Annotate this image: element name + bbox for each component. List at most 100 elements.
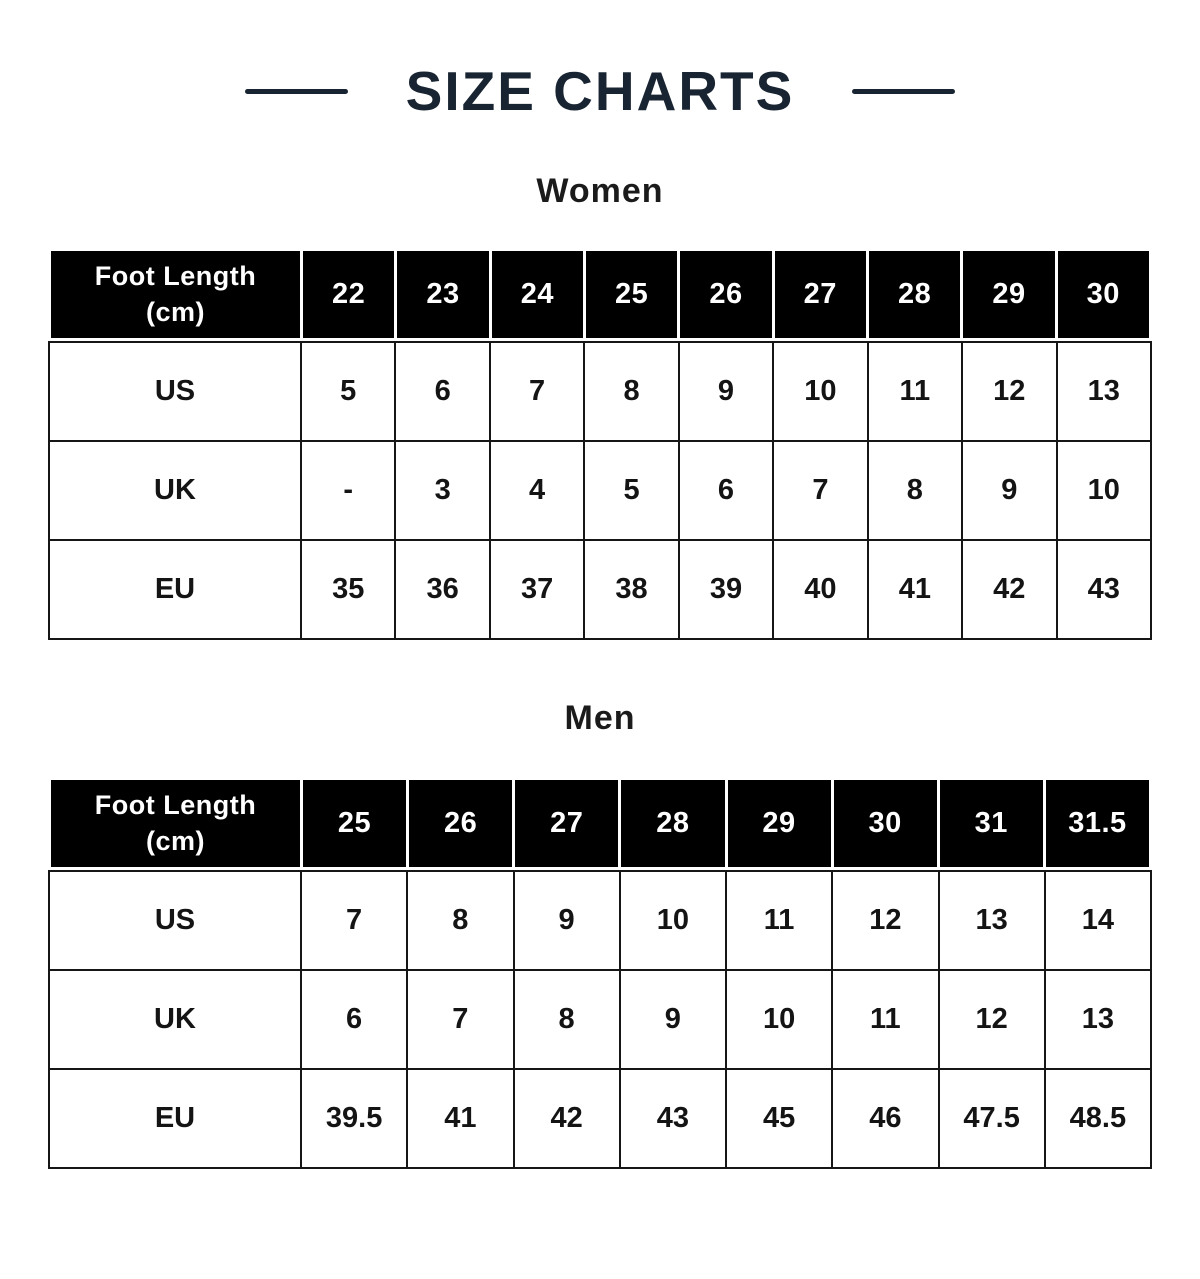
section-heading-men: Men	[564, 698, 636, 737]
size-value-cell: 42	[961, 538, 1058, 640]
size-col-header: 25	[299, 776, 410, 870]
size-value-cell: 9	[618, 968, 728, 1070]
size-value-cell: 9	[512, 869, 621, 971]
table-row: UK 6 7 8 9 10 11 12 13	[48, 968, 1153, 1070]
row-label-cell: UK	[48, 968, 302, 1070]
title-rule-right	[852, 89, 956, 94]
size-value-cell: 36	[394, 538, 491, 640]
size-value-cell: 11	[831, 968, 940, 1070]
size-col-header: 25	[582, 247, 681, 341]
row-label-cell: UK	[48, 439, 302, 541]
size-value-cell: 40	[772, 538, 869, 640]
size-value-cell: 14	[1043, 869, 1153, 971]
size-value-cell: 12	[937, 968, 1046, 1070]
size-value-cell: 8	[406, 869, 515, 971]
size-value-cell: 5	[583, 439, 680, 541]
table-row: US 5 6 7 8 9 10 11 12 13	[48, 340, 1152, 442]
size-col-header: 29	[724, 776, 834, 870]
size-value-cell: 39	[677, 538, 775, 640]
size-value-cell: 6	[299, 968, 409, 1070]
row-label-cell: EU	[48, 1067, 302, 1169]
size-col-header: 26	[677, 247, 775, 341]
section-heading-women: Women	[536, 172, 664, 210]
men-table-body: US 7 8 9 10 11 12 13 14 UK 6 7 8 9 10 11…	[48, 869, 1153, 1169]
size-value-cell: 41	[866, 538, 964, 640]
size-value-cell: 6	[677, 439, 775, 541]
page-title: SIZE CHARTS	[405, 60, 795, 122]
size-value-cell: 41	[406, 1067, 515, 1169]
size-value-cell: 42	[512, 1067, 621, 1169]
size-value-cell: 43	[1055, 538, 1152, 640]
size-value-cell: 8	[866, 439, 964, 541]
foot-length-header-cell: Foot Length (cm)	[48, 776, 303, 870]
size-col-header: 26	[406, 776, 516, 870]
men-table-header: Foot Length (cm) 25 26 27 28 29 30 31 31…	[48, 776, 1153, 870]
women-table-header: Foot Length (cm) 22 23 24 25 26 27 28 29…	[48, 247, 1153, 341]
size-value-cell: -	[299, 439, 397, 541]
size-value-cell: 7	[299, 869, 409, 971]
size-value-cell: 12	[831, 869, 940, 971]
size-col-header: 28	[618, 776, 728, 870]
size-col-header: 23	[394, 247, 492, 341]
size-value-cell: 12	[961, 340, 1058, 442]
size-value-cell: 38	[583, 538, 680, 640]
size-col-header: 31	[936, 776, 1046, 870]
row-label-cell: EU	[48, 538, 302, 640]
men-header-row: Foot Length (cm) 25 26 27 28 29 30 31 31…	[48, 776, 1153, 870]
size-value-cell: 8	[583, 340, 680, 442]
title-row: SIZE CHARTS	[0, 64, 1200, 119]
size-value-cell: 46	[831, 1067, 940, 1169]
size-value-cell: 10	[772, 340, 869, 442]
title-rule-left	[244, 89, 348, 94]
size-value-cell: 3	[394, 439, 491, 541]
row-label-cell: US	[48, 340, 302, 442]
women-header-row: Foot Length (cm) 22 23 24 25 26 27 28 29…	[48, 247, 1153, 341]
size-value-cell: 10	[724, 968, 834, 1070]
foot-length-label-line2: (cm)	[145, 297, 205, 328]
size-value-cell: 48.5	[1043, 1067, 1153, 1169]
size-value-cell: 13	[1055, 340, 1152, 442]
size-col-header: 30	[1054, 247, 1153, 341]
size-value-cell: 37	[488, 538, 586, 640]
foot-length-header-cell: Foot Length (cm)	[48, 247, 303, 341]
size-value-cell: 11	[724, 869, 834, 971]
men-size-table: Foot Length (cm) 25 26 27 28 29 30 31 31…	[48, 776, 1153, 1169]
foot-length-label-line1: Foot Length	[94, 260, 257, 291]
size-col-header: 30	[830, 776, 940, 870]
size-value-cell: 35	[299, 538, 397, 640]
size-col-header: 28	[865, 247, 964, 341]
size-value-cell: 39.5	[299, 1067, 409, 1169]
size-col-header: 31.5	[1042, 776, 1153, 870]
size-value-cell: 13	[1043, 968, 1153, 1070]
table-row: EU 35 36 37 38 39 40 41 42 43	[48, 538, 1152, 640]
size-value-cell: 11	[866, 340, 964, 442]
size-value-cell: 5	[299, 340, 397, 442]
size-col-header: 22	[299, 247, 398, 341]
size-value-cell: 47.5	[937, 1067, 1046, 1169]
foot-length-label-line1: Foot Length	[94, 789, 257, 820]
size-value-cell: 7	[406, 968, 515, 1070]
table-row: US 7 8 9 10 11 12 13 14	[48, 869, 1153, 971]
table-row: UK - 3 4 5 6 7 8 9 10	[48, 439, 1152, 541]
women-table-body: US 5 6 7 8 9 10 11 12 13 UK - 3 4 5 6 7 …	[48, 340, 1152, 640]
size-col-header: 27	[512, 776, 622, 870]
size-value-cell: 10	[1055, 439, 1152, 541]
size-value-cell: 9	[961, 439, 1058, 541]
size-col-header: 24	[488, 247, 586, 341]
size-value-cell: 8	[512, 968, 621, 1070]
size-value-cell: 13	[937, 869, 1046, 971]
size-value-cell: 4	[488, 439, 586, 541]
foot-length-label-line2: (cm)	[145, 826, 205, 857]
size-value-cell: 10	[618, 869, 728, 971]
size-col-header: 27	[771, 247, 869, 341]
size-value-cell: 6	[394, 340, 491, 442]
row-label-cell: US	[48, 869, 302, 971]
size-value-cell: 9	[677, 340, 775, 442]
size-col-header: 29	[960, 247, 1058, 341]
table-row: EU 39.5 41 42 43 45 46 47.5 48.5	[48, 1067, 1153, 1169]
women-size-table: Foot Length (cm) 22 23 24 25 26 27 28 29…	[48, 247, 1153, 640]
size-value-cell: 43	[618, 1067, 728, 1169]
size-value-cell: 7	[488, 340, 586, 442]
size-value-cell: 7	[772, 439, 869, 541]
size-value-cell: 45	[724, 1067, 834, 1169]
